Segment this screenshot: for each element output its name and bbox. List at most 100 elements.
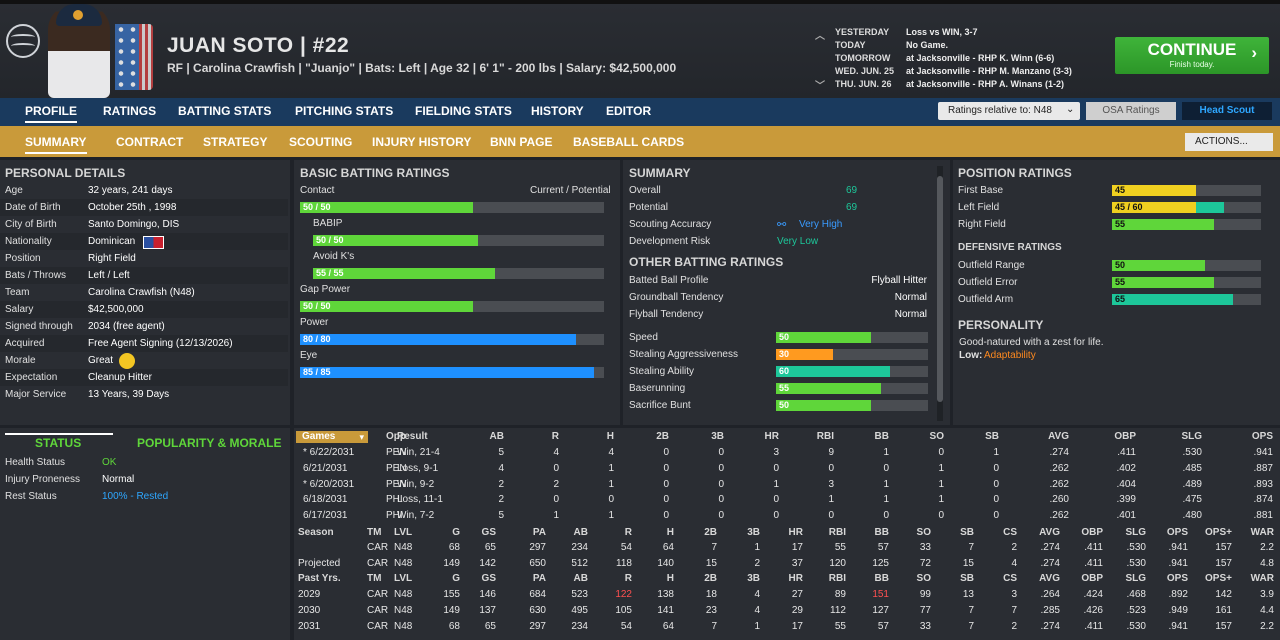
season-cell: 161 xyxy=(1215,604,1232,616)
summary-scroll-thumb[interactable] xyxy=(937,176,943,402)
other-rating-fill xyxy=(776,332,871,343)
games-column-header: H xyxy=(606,431,614,442)
potential-label: Potential xyxy=(629,202,668,213)
batting-rating-fill xyxy=(300,367,594,378)
batting-rating-bar: 50 / 50 xyxy=(313,235,604,246)
other-rating-value: 50 xyxy=(779,332,790,342)
games-select[interactable]: Games ▾ xyxy=(296,431,368,443)
game-cell: 0 xyxy=(883,510,889,522)
subtab-strategy[interactable]: STRATEGY xyxy=(203,135,268,149)
game-cell: 0 xyxy=(663,494,669,506)
season-cell: .274 xyxy=(1040,542,1060,553)
game-cell: .475 xyxy=(1182,494,1202,506)
season-cell: 4 xyxy=(754,604,760,616)
season-column-header: CS xyxy=(1003,527,1017,538)
season-cell: CAR xyxy=(367,620,389,632)
season-cell: 68 xyxy=(448,542,460,553)
game-cell: 0 xyxy=(553,494,559,506)
head-scout-button[interactable]: Head Scout xyxy=(1182,102,1272,120)
baseball-logo-icon[interactable] xyxy=(6,24,40,58)
subtab-bnn-page[interactable]: BNN PAGE xyxy=(490,135,553,149)
season-cell: 33 xyxy=(919,620,931,632)
season-cell: 140 xyxy=(657,557,674,569)
game-date: 6/21/2031 xyxy=(303,462,348,474)
batting-rating-label: BABIP xyxy=(313,218,343,229)
season-cell: 77 xyxy=(919,604,931,616)
season-column-header: WAR xyxy=(1250,527,1274,538)
season-cell: 4 xyxy=(1011,557,1017,569)
tab-ratings[interactable]: RATINGS xyxy=(103,104,157,118)
tab-history[interactable]: HISTORY xyxy=(531,104,584,118)
game-cell: 4 xyxy=(608,447,614,458)
season-cell: .411 xyxy=(1084,542,1103,553)
personality-low-value: Adaptability xyxy=(984,350,1036,361)
continue-button[interactable]: CONTINUE Finish today. › xyxy=(1115,37,1269,74)
personal-details-panel: PERSONAL DETAILS Age 32 years, 241 days Da… xyxy=(0,160,290,425)
season-cell: .264 xyxy=(1040,589,1060,600)
status-label: Health Status xyxy=(5,457,66,468)
summary-scrollbar[interactable] xyxy=(937,166,943,421)
tab-fielding-stats[interactable]: FIELDING STATS xyxy=(415,104,512,118)
game-cell: PEN xyxy=(386,447,407,458)
season-cell: .426 xyxy=(1083,604,1103,616)
games-select-label: Games xyxy=(302,431,336,442)
season-cell: CAR xyxy=(367,542,389,553)
season-cell: 105 xyxy=(615,604,632,616)
season-column-header: TM xyxy=(367,573,382,584)
season-column-header: H xyxy=(666,573,674,584)
detail-value: Carolina Crawfish (N48) xyxy=(88,287,195,298)
defensive-rating-fill xyxy=(1112,260,1206,271)
subtab-contract[interactable]: CONTRACT xyxy=(116,135,184,149)
games-column-header: HR xyxy=(764,431,779,442)
tab-status[interactable] xyxy=(5,433,113,453)
season-cell: 1 xyxy=(754,542,760,553)
season-column-header: BB xyxy=(874,573,889,584)
actions-button[interactable]: ACTIONS... xyxy=(1185,133,1273,151)
games-column-header: SB xyxy=(985,431,999,442)
game-cell: 2 xyxy=(498,478,504,490)
batting-rating-value: 55 / 55 xyxy=(316,268,344,278)
position-rating-value: 45 / 60 xyxy=(1115,202,1143,212)
season-column-header: SB xyxy=(960,527,974,538)
position-rating-label: First Base xyxy=(958,185,1004,196)
tab-popularity-morale[interactable]: POPULARITY & MORALE xyxy=(137,436,282,450)
game-cell: 5 xyxy=(498,447,504,458)
schedule-day: THU. JUN. 26 xyxy=(835,79,892,89)
season-column-header: 2B xyxy=(704,527,717,538)
season-cell: 57 xyxy=(877,620,889,632)
season-column-header: OBP xyxy=(1081,573,1103,584)
season-cell: 13 xyxy=(962,589,974,600)
detail-value: Dominican xyxy=(88,236,136,247)
osa-ratings-button[interactable]: OSA Ratings xyxy=(1086,102,1176,120)
schedule-down-arrow-icon[interactable]: ﹀ xyxy=(815,81,825,92)
tab-profile[interactable]: PROFILE xyxy=(25,104,78,123)
subtab-scouting[interactable]: SCOUTING xyxy=(289,135,353,149)
ratings-relative-select[interactable]: Ratings relative to: N48 xyxy=(938,102,1080,120)
game-cell: 0 xyxy=(828,510,834,522)
season-cell: .285 xyxy=(1040,604,1060,616)
games-column-header: Opp xyxy=(386,431,406,442)
subtab-summary[interactable]: SUMMARY xyxy=(25,135,87,154)
position-rating-label: Right Field xyxy=(958,219,1006,230)
tab-pitching-stats[interactable]: PITCHING STATS xyxy=(295,104,394,118)
subtab-baseball-cards[interactable]: BASEBALL CARDS xyxy=(573,135,685,149)
detail-row: Salary $42,500,000 xyxy=(0,301,288,318)
detail-label: Major Service xyxy=(5,389,67,400)
personality-title: PERSONALITY xyxy=(958,318,1044,332)
tab-editor[interactable]: EDITOR xyxy=(606,104,652,118)
game-cell: 1 xyxy=(773,478,779,490)
game-cell: 1 xyxy=(608,462,614,474)
subtab-injury-history[interactable]: INJURY HISTORY xyxy=(372,135,472,149)
other-rating-bar: 60 xyxy=(776,366,928,377)
game-cell: 1 xyxy=(883,478,889,490)
season-column-header: 2B xyxy=(704,573,717,584)
season-column-header: Past Yrs. xyxy=(298,573,341,584)
season-column-header: PA xyxy=(532,527,546,538)
tab-batting-stats[interactable]: BATTING STATS xyxy=(178,104,272,118)
schedule-up-arrow-icon[interactable]: ︿ xyxy=(815,31,825,42)
schedule-day: WED. JUN. 25 xyxy=(835,66,895,76)
detail-value: October 25th , 1998 xyxy=(88,202,177,213)
detail-label: Nationality xyxy=(5,236,52,247)
batting-rating-label: Contact xyxy=(300,185,335,196)
season-cell: 99 xyxy=(919,589,931,600)
